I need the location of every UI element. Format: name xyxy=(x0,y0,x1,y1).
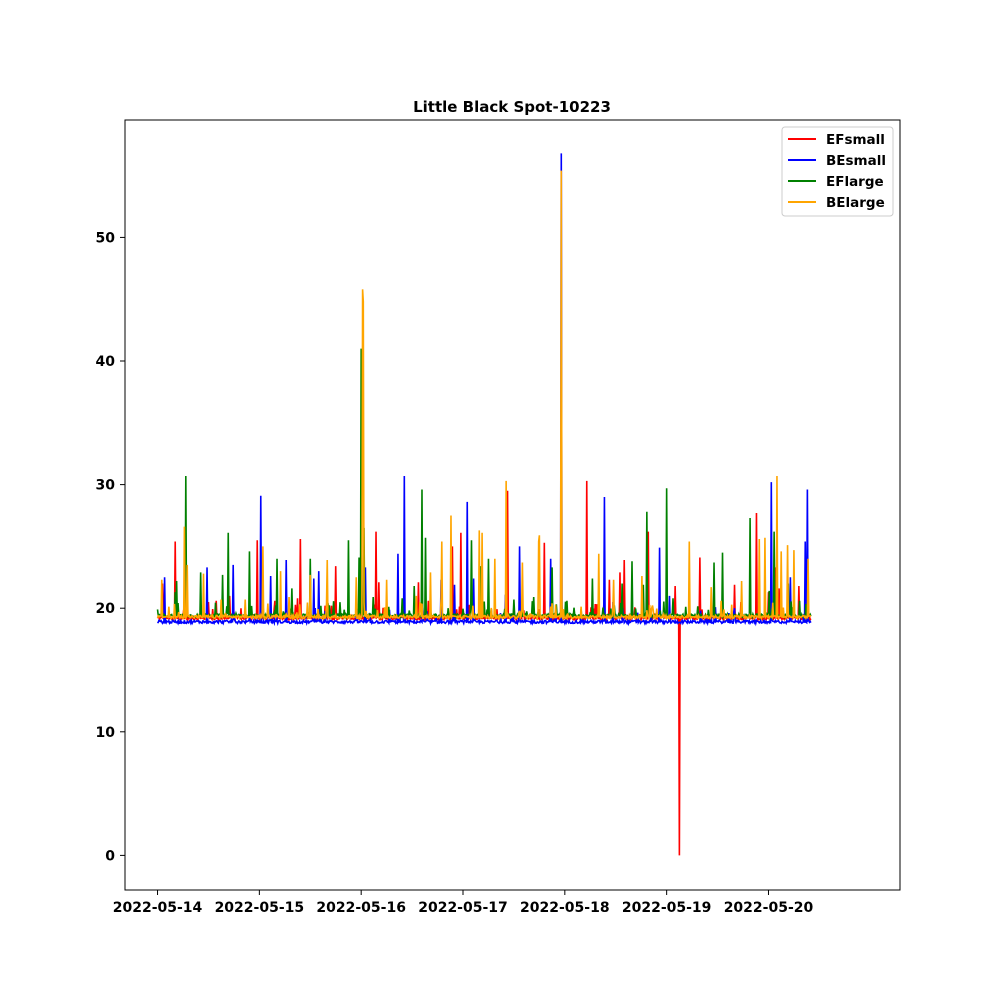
y-tick-label: 20 xyxy=(96,601,116,617)
x-tick-label: 2022-05-16 xyxy=(316,900,406,916)
series-line-efsmall xyxy=(157,480,812,856)
y-tick-label: 40 xyxy=(96,354,116,370)
legend-box xyxy=(781,126,894,217)
y-tick-label: 50 xyxy=(96,230,116,246)
legend-label-eflarge: EFlarge xyxy=(826,174,884,190)
series-line-belarge xyxy=(156,170,812,622)
legend-label-efsmall: EFsmall xyxy=(826,132,885,148)
y-tick-label: 0 xyxy=(105,848,115,864)
legend-label-belarge: BElarge xyxy=(826,195,885,211)
series-line-besmall xyxy=(156,153,812,627)
plot-frame xyxy=(124,119,901,891)
legend-label-besmall: BEsmall xyxy=(826,153,886,169)
y-tick-label: 30 xyxy=(96,478,116,494)
x-axis: 2022-05-14 2022-05-15 2022-05-16 2022-05-17… xyxy=(113,890,814,916)
y-tick-label: 10 xyxy=(96,725,116,741)
x-tick-label: 2022-05-19 xyxy=(622,900,712,916)
x-tick-label: 2022-05-20 xyxy=(724,900,814,916)
x-tick-label: 2022-05-15 xyxy=(215,900,305,916)
x-tick-label: 2022-05-17 xyxy=(418,900,508,916)
series-line-eflarge xyxy=(156,348,812,621)
series-layer xyxy=(156,153,812,856)
x-tick-label: 2022-05-14 xyxy=(113,900,203,916)
x-tick-label: 2022-05-18 xyxy=(520,900,610,916)
y-axis: 0 10 20 30 40 50 xyxy=(96,230,125,864)
legend: EFsmall BEsmall EFlarge BElarge xyxy=(781,126,894,217)
chart-title: Little Black Spot-10223 xyxy=(413,98,611,116)
